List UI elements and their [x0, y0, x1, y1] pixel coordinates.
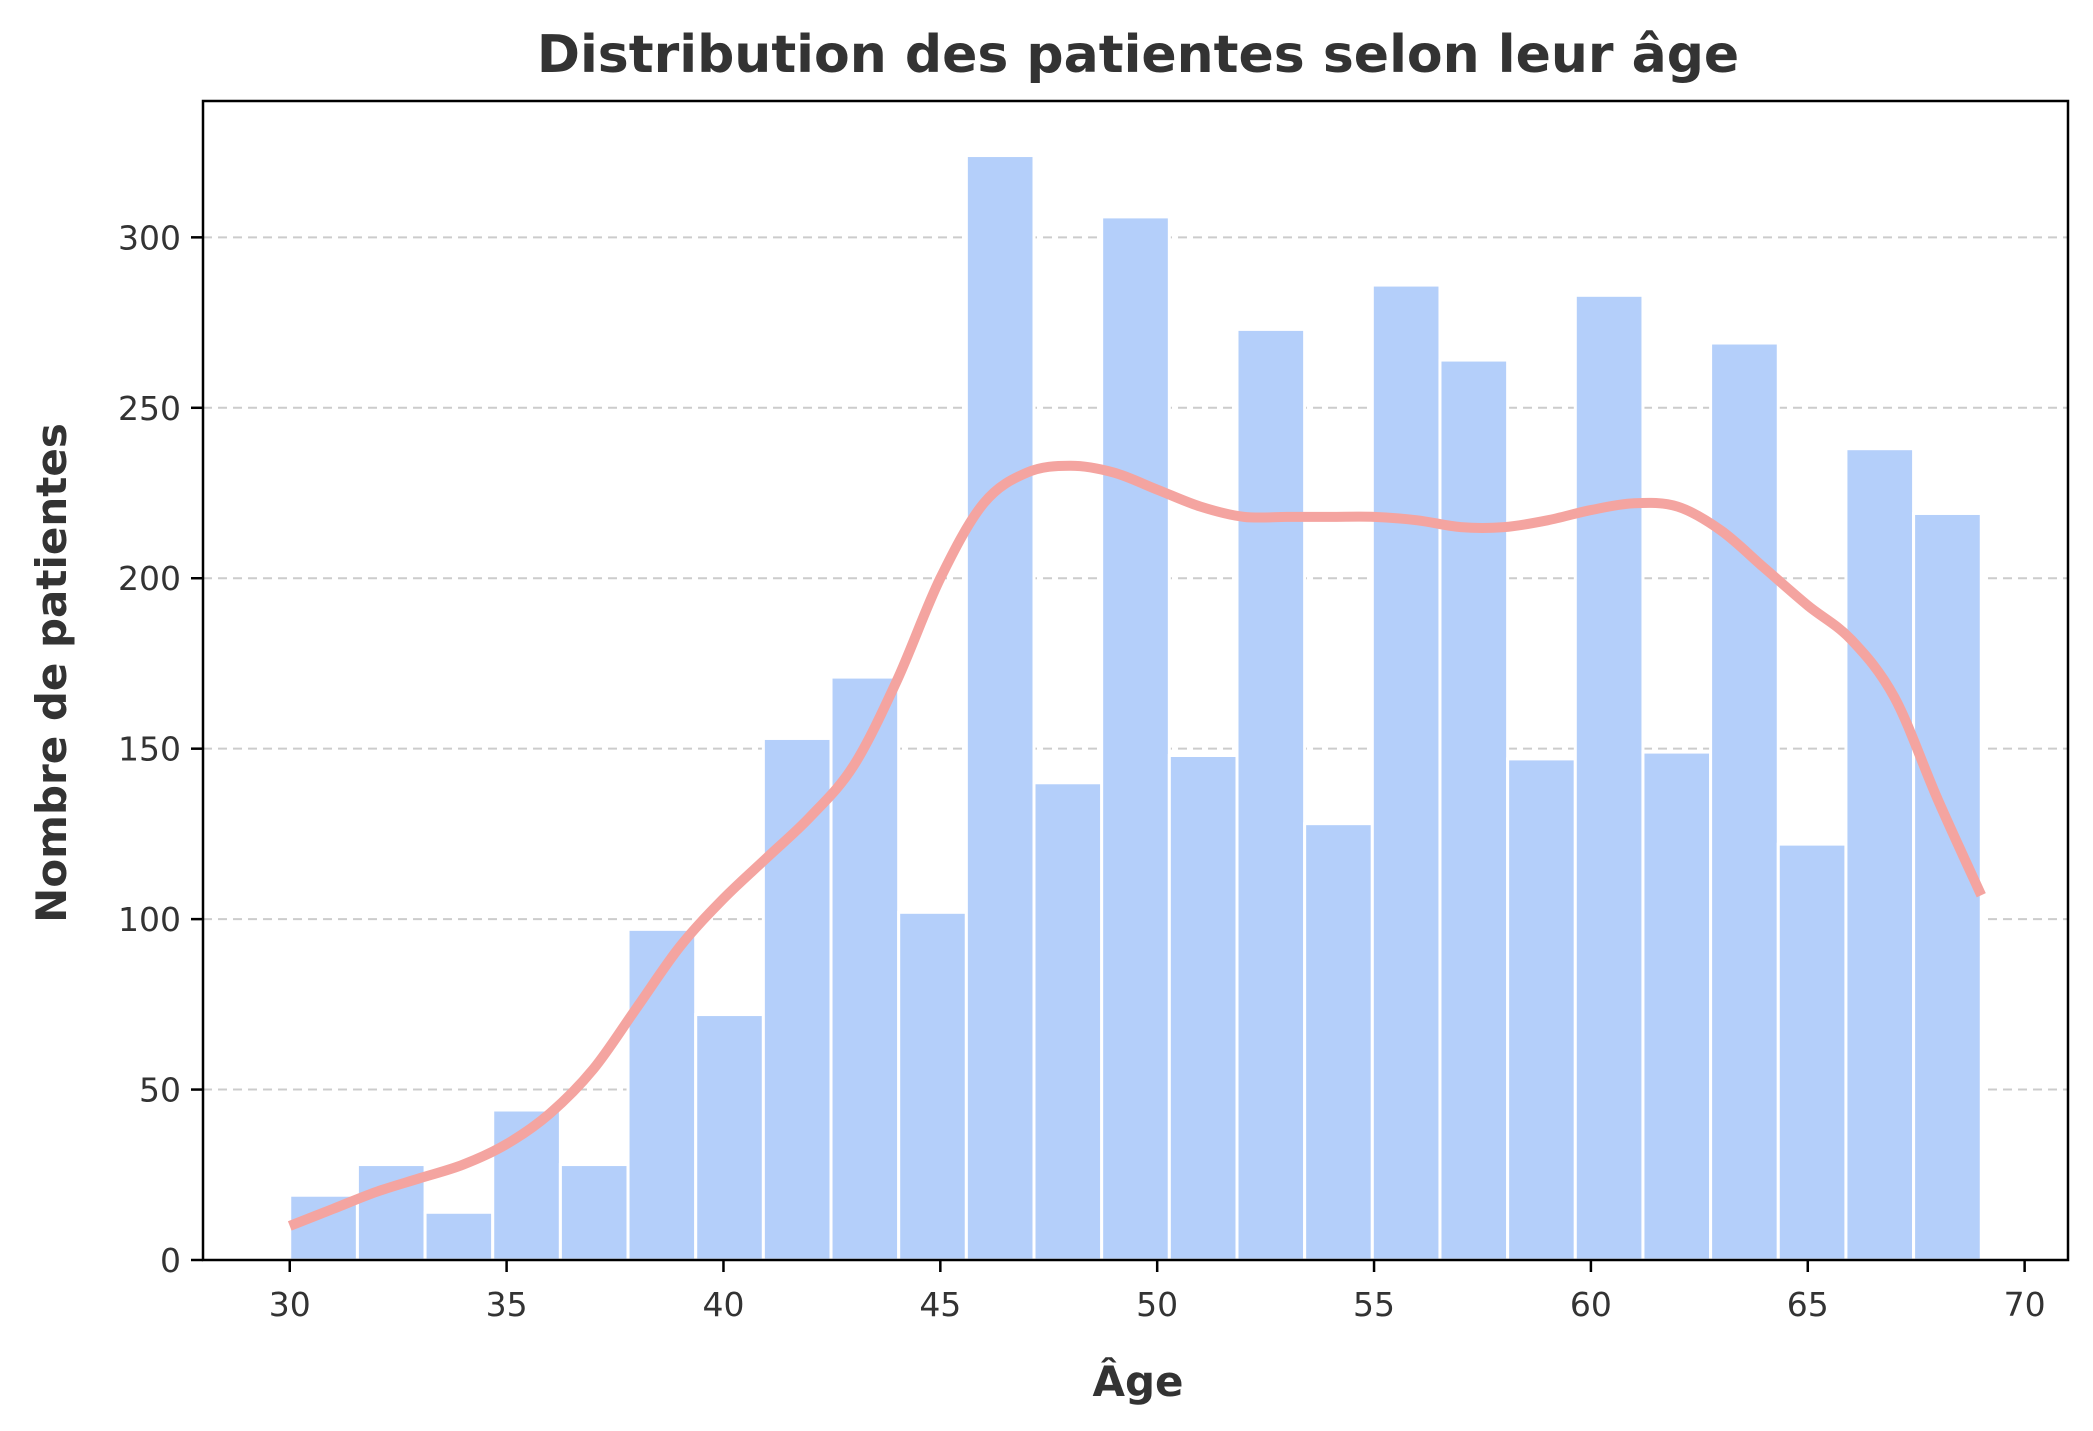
histogram-bars — [288, 154, 1983, 1262]
bar-8 — [829, 675, 901, 1262]
y-tick-label-4: 200 — [118, 559, 181, 598]
bar-23 — [1844, 447, 1916, 1262]
bar-15 — [1303, 822, 1374, 1262]
x-tick-label-6: 60 — [1570, 1285, 1612, 1324]
bar-13 — [1167, 753, 1239, 1262]
y-tick-label-0: 0 — [160, 1241, 181, 1280]
bar-12 — [1100, 215, 1171, 1262]
x-tick-label-7: 65 — [1787, 1285, 1829, 1324]
y-axis-label: Nombre de patientes — [27, 423, 76, 923]
plot-frame — [201, 99, 2070, 1262]
y-tick-label-5: 250 — [118, 389, 181, 428]
x-axis-label: Âge — [1092, 1356, 1183, 1406]
bar-7 — [761, 736, 833, 1262]
bar-14 — [1235, 327, 1307, 1262]
x-tick-label-4: 50 — [1136, 1285, 1178, 1324]
bar-10 — [964, 154, 1036, 1262]
bar-11 — [1032, 781, 1104, 1262]
x-tick-label-8: 70 — [2004, 1285, 2046, 1324]
x-tick-label-2: 40 — [702, 1285, 744, 1324]
bar-4 — [558, 1163, 630, 1262]
bar-18 — [1506, 757, 1577, 1262]
bar-17 — [1438, 358, 1510, 1262]
bar-5 — [626, 927, 698, 1262]
bar-19 — [1573, 293, 1645, 1262]
kde-curve — [287, 460, 1986, 1231]
y-tick-label-3: 150 — [118, 730, 181, 769]
x-tick-label-1: 35 — [486, 1285, 528, 1324]
bar-2 — [423, 1210, 495, 1262]
x-tick-label-0: 30 — [269, 1285, 311, 1324]
bar-22 — [1776, 842, 1848, 1262]
bar-21 — [1709, 341, 1780, 1262]
y-tick-label-6: 300 — [118, 218, 181, 257]
x-axis-ticks: 30 35 40 45 50 55 60 65 70 — [269, 1260, 2046, 1324]
y-tick-label-2: 100 — [118, 900, 181, 939]
bar-9 — [897, 910, 968, 1262]
x-tick-label-5: 55 — [1353, 1285, 1395, 1324]
x-tick-label-3: 45 — [919, 1285, 961, 1324]
bar-16 — [1370, 283, 1442, 1262]
bar-20 — [1641, 750, 1713, 1262]
y-axis-ticks: 0 50 100 150 200 250 300 — [118, 218, 203, 1280]
bar-6 — [694, 1013, 765, 1262]
y-tick-label-1: 50 — [139, 1071, 181, 1110]
chart-title: Distribution des patientes selon leur âg… — [537, 25, 1739, 85]
bar-24 — [1912, 511, 1983, 1262]
